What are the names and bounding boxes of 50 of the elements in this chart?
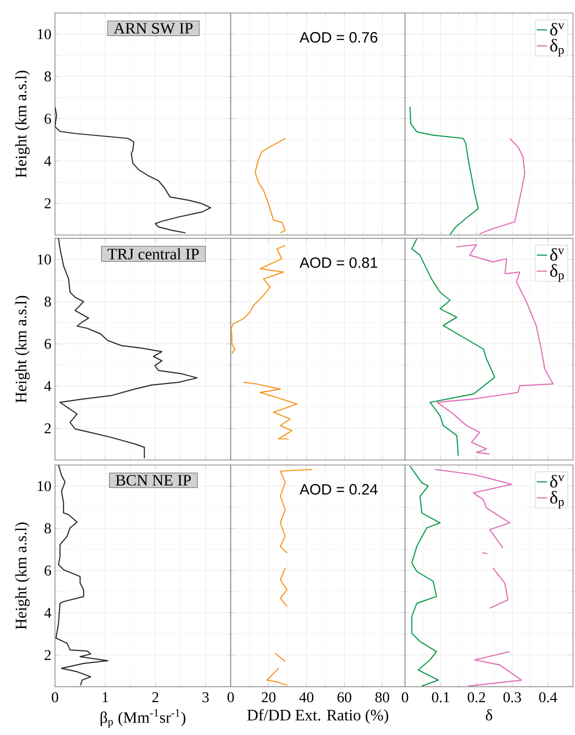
- legend-label: δ$^{v}$: [550, 22, 564, 36]
- legend-label: δ$^{v}$: [550, 474, 564, 488]
- line-series: [55, 106, 212, 234]
- x-tick-label: 0: [228, 692, 234, 702]
- y-tick-label: 2: [44, 650, 51, 660]
- x-tick-label: 0: [402, 692, 408, 702]
- y-axis-title: Height (km a.s.l): [15, 296, 30, 403]
- y-tick-label: 4: [44, 156, 52, 166]
- y-tick-label: 10: [38, 29, 51, 40]
- y-tick-label: 6: [44, 114, 52, 124]
- legend-label: δ$_{p}$: [550, 490, 564, 509]
- y-tick-label: 8: [44, 296, 51, 307]
- x-tick-label: 0.2: [468, 692, 486, 702]
- x-tick-label: 0.4: [539, 692, 558, 702]
- y-tick-label: 10: [38, 254, 51, 264]
- annotation: AOD = 0.24: [300, 484, 378, 495]
- x-tick-label: 2: [152, 692, 158, 702]
- x-axis-title: Df/DD Ext. Ratio (%): [247, 709, 388, 724]
- x-tick-label: 40: [299, 692, 314, 702]
- x-tick-label: 0.3: [503, 692, 521, 702]
- legend-label: δ$_{p}$: [550, 264, 564, 282]
- y-tick-label: 2: [44, 423, 51, 434]
- y-tick-label: 10: [38, 481, 51, 492]
- y-axis-title: Height (km a.s.l): [15, 522, 30, 630]
- y-tick-label: 8: [44, 523, 51, 534]
- x-tick-label: 80: [375, 692, 390, 702]
- x-axis-title: β$_{p}$ (Mm$^{-1}$sr$^{-1}$): [100, 709, 186, 728]
- chart-title: ARN SW IP: [114, 22, 193, 34]
- x-tick-label: 1: [102, 692, 108, 702]
- legend-label: δ$^{v}$: [550, 248, 564, 261]
- y-tick-label: 2: [44, 198, 51, 208]
- x-tick-label: 3: [202, 692, 209, 702]
- y-tick-label: 4: [44, 608, 52, 618]
- annotation: AOD = 0.81: [300, 257, 378, 268]
- y-tick-label: 8: [44, 71, 51, 82]
- x-axis-title: δ: [486, 709, 492, 721]
- y-axis-title: Height (km a.s.l): [15, 70, 30, 178]
- y-tick-label: 6: [44, 566, 52, 576]
- legend-label: δ$_{p}$: [550, 38, 564, 57]
- x-tick-label: 0: [52, 692, 58, 702]
- annotation: AOD = 0.76: [300, 32, 378, 43]
- line-series: [58, 238, 198, 459]
- y-tick-label: 6: [44, 338, 52, 349]
- chart-title: BCN NE IP: [116, 474, 191, 486]
- x-tick-label: 0.1: [432, 692, 450, 702]
- x-tick-label: 60: [338, 692, 352, 702]
- x-tick-label: 20: [262, 692, 276, 702]
- y-tick-label: 4: [44, 381, 52, 392]
- line-series: [55, 464, 108, 686]
- chart-title: TRJ central IP: [108, 248, 199, 260]
